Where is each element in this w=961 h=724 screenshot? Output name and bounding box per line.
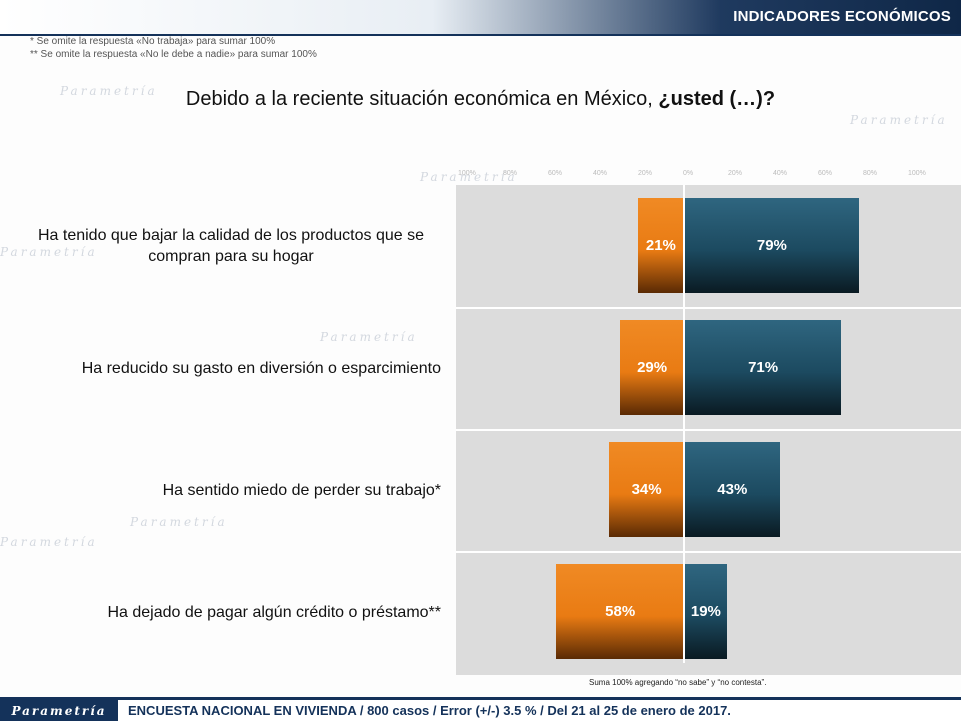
axis-tick-label: 100%	[908, 170, 926, 177]
question-title: Debido a la reciente situación económica…	[0, 88, 961, 111]
axis-tick-label: 40%	[593, 170, 608, 177]
notes: * Se omite la respuesta «No trabaja» par…	[30, 35, 317, 61]
category-label: Ha reducido su gasto en diversión o espa…	[81, 360, 441, 377]
question-bold: ¿usted (…)?	[658, 88, 776, 110]
axis-tick-label: 20%	[728, 170, 743, 177]
footer-text: ENCUESTA NACIONAL EN VIVIENDA / 800 caso…	[128, 703, 731, 718]
header-bar	[0, 0, 961, 36]
note-1: * Se omite la respuesta «No trabaja» par…	[30, 36, 276, 47]
bar-negative: 58%	[556, 564, 684, 659]
axis-tick-label: 80%	[503, 170, 518, 177]
watermark: Parametría	[130, 515, 228, 529]
category-label: Ha sentido miedo de perder su trabajo*	[162, 482, 441, 499]
note-2: ** Se omite la respuesta «No le debe a n…	[30, 49, 317, 60]
row-divider	[456, 307, 961, 309]
footer-logo: Parametría	[0, 700, 118, 721]
axis-ticks: 100% 80% 60% 40% 20% 0% 20% 40% 60% 80% 100%	[456, 170, 961, 182]
row-divider	[456, 551, 961, 553]
axis-tick-label: 0%	[683, 170, 694, 177]
question-text: Debido a la reciente situación económica…	[185, 88, 659, 110]
axis-tick-label: 60%	[548, 170, 563, 177]
bar-negative: 34%	[609, 442, 684, 537]
watermark: Parametría	[60, 84, 158, 98]
axis-tick-label: 20%	[638, 170, 653, 177]
category-label: Ha dejado de pagar algún crédito o prést…	[107, 604, 441, 621]
bar-negative: 21%	[637, 198, 684, 293]
zero-line	[683, 185, 685, 663]
watermark: Parametría	[850, 113, 948, 127]
watermark: Parametría	[420, 170, 518, 184]
bar-positive: 43%	[685, 442, 780, 537]
watermark: Parametría	[320, 330, 418, 344]
chart-footnote: Suma 100% agregando “no sabe” y “no cont…	[589, 678, 767, 687]
axis-tick-label: 80%	[863, 170, 878, 177]
bar-positive: 79%	[685, 198, 859, 293]
watermark: Parametría	[0, 245, 98, 259]
bar-negative: 29%	[620, 320, 684, 415]
footer-bar	[0, 697, 961, 724]
category-label: Ha tenido que bajar la calidad de los pr…	[37, 227, 425, 265]
bar-positive: 71%	[685, 320, 842, 415]
axis-tick-label: 40%	[773, 170, 788, 177]
page-title: INDICADORES ECONÓMICOS	[733, 8, 951, 25]
axis-tick-label: 100%	[458, 170, 476, 177]
bar-positive: 19%	[685, 564, 727, 659]
row-divider	[456, 429, 961, 431]
axis-tick-label: 60%	[818, 170, 833, 177]
watermark: Parametría	[0, 535, 98, 549]
